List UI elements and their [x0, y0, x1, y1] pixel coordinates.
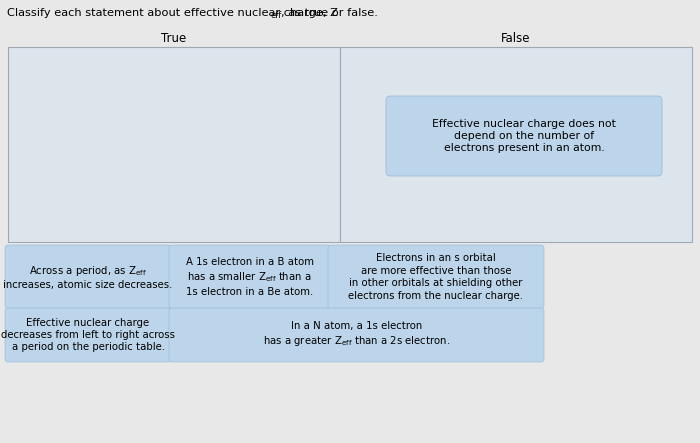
Text: False: False	[501, 32, 531, 45]
Text: Classify each statement about effective nuclear charge, Z: Classify each statement about effective …	[7, 8, 338, 18]
Text: Effective nuclear charge
decreases from left to right across
a period on the per: Effective nuclear charge decreases from …	[1, 318, 175, 352]
FancyBboxPatch shape	[8, 47, 340, 242]
Text: True: True	[162, 32, 187, 45]
Text: A 1s electron in a B atom
has a smaller Z$_{\mathrm{eff}}$ than a
1s electron in: A 1s electron in a B atom has a smaller …	[186, 257, 314, 297]
FancyBboxPatch shape	[5, 245, 171, 309]
Text: Effective nuclear charge does not
depend on the number of
electrons present in a: Effective nuclear charge does not depend…	[432, 120, 616, 152]
FancyBboxPatch shape	[5, 308, 171, 362]
Text: eff: eff	[270, 11, 281, 19]
Text: In a N atom, a 1s electron
has a greater Z$_{\mathrm{eff}}$ than a 2s electron.: In a N atom, a 1s electron has a greater…	[262, 322, 450, 349]
Text: Electrons in an s orbital
are more effective than those
in other orbitals at shi: Electrons in an s orbital are more effec…	[349, 253, 524, 301]
FancyBboxPatch shape	[386, 96, 662, 176]
Text: , as true or false.: , as true or false.	[281, 8, 378, 18]
Text: Across a period, as Z$_{\mathrm{eff}}$
increases, atomic size decreases.: Across a period, as Z$_{\mathrm{eff}}$ i…	[4, 264, 173, 290]
FancyBboxPatch shape	[340, 47, 692, 242]
FancyBboxPatch shape	[328, 245, 544, 309]
FancyBboxPatch shape	[169, 245, 330, 309]
FancyBboxPatch shape	[169, 308, 544, 362]
